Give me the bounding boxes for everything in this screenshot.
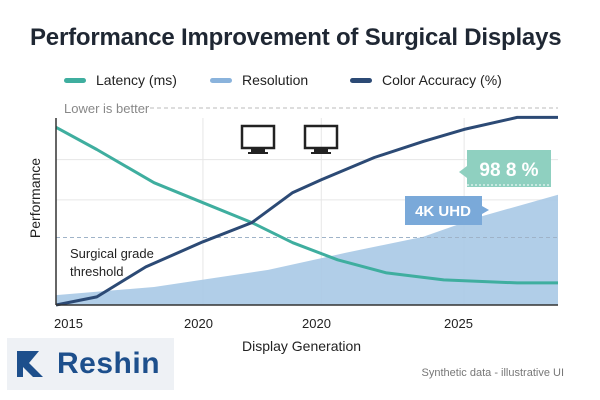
monitor-icon <box>303 124 339 154</box>
legend-swatch <box>210 77 232 83</box>
x-tick-label: 2020 <box>302 316 331 331</box>
series-line-color-accuracy <box>55 115 558 307</box>
logo-text: Reshin <box>57 347 161 380</box>
legend-label: Color Accuracy (%) <box>382 72 502 88</box>
legend-label: Resolution <box>242 72 309 88</box>
reshin-logo: Reshin <box>7 338 174 390</box>
legend-color-accuracy: Color Accuracy (%) <box>350 72 502 88</box>
x-tick-label: 2025 <box>444 316 473 331</box>
x-tick-label: 2015 <box>54 316 83 331</box>
legend-swatch <box>64 77 86 83</box>
threshold-label: threshold <box>70 264 123 279</box>
series-line-latency <box>55 125 558 285</box>
monitor-icon <box>240 124 276 154</box>
annotation-color-accuracy: 98 8 % <box>459 150 551 187</box>
threshold-label: Surgical grade <box>70 246 154 261</box>
y-axis-label: Performance <box>27 157 43 239</box>
svg-text:98 8 %: 98 8 % <box>479 160 538 181</box>
svg-text:4K UHD: 4K UHD <box>415 203 471 220</box>
logo-mark-icon <box>17 351 43 377</box>
x-tick-label: 2020 <box>184 316 213 331</box>
x-axis-label: Display Generation <box>242 338 362 354</box>
lower-is-better-label: Lower is better <box>64 101 150 116</box>
annotation-resolution: 4K UHD <box>405 196 489 225</box>
footer-note: Synthetic data - illustrative UI <box>421 367 564 379</box>
legend-latency: Latency (ms) <box>64 72 177 88</box>
legend-swatch <box>350 77 372 83</box>
legend-resolution: Resolution <box>210 72 308 88</box>
legend-label: Latency (ms) <box>96 72 177 88</box>
chart-title: Performance Improvement of Surgical Disp… <box>30 24 562 51</box>
